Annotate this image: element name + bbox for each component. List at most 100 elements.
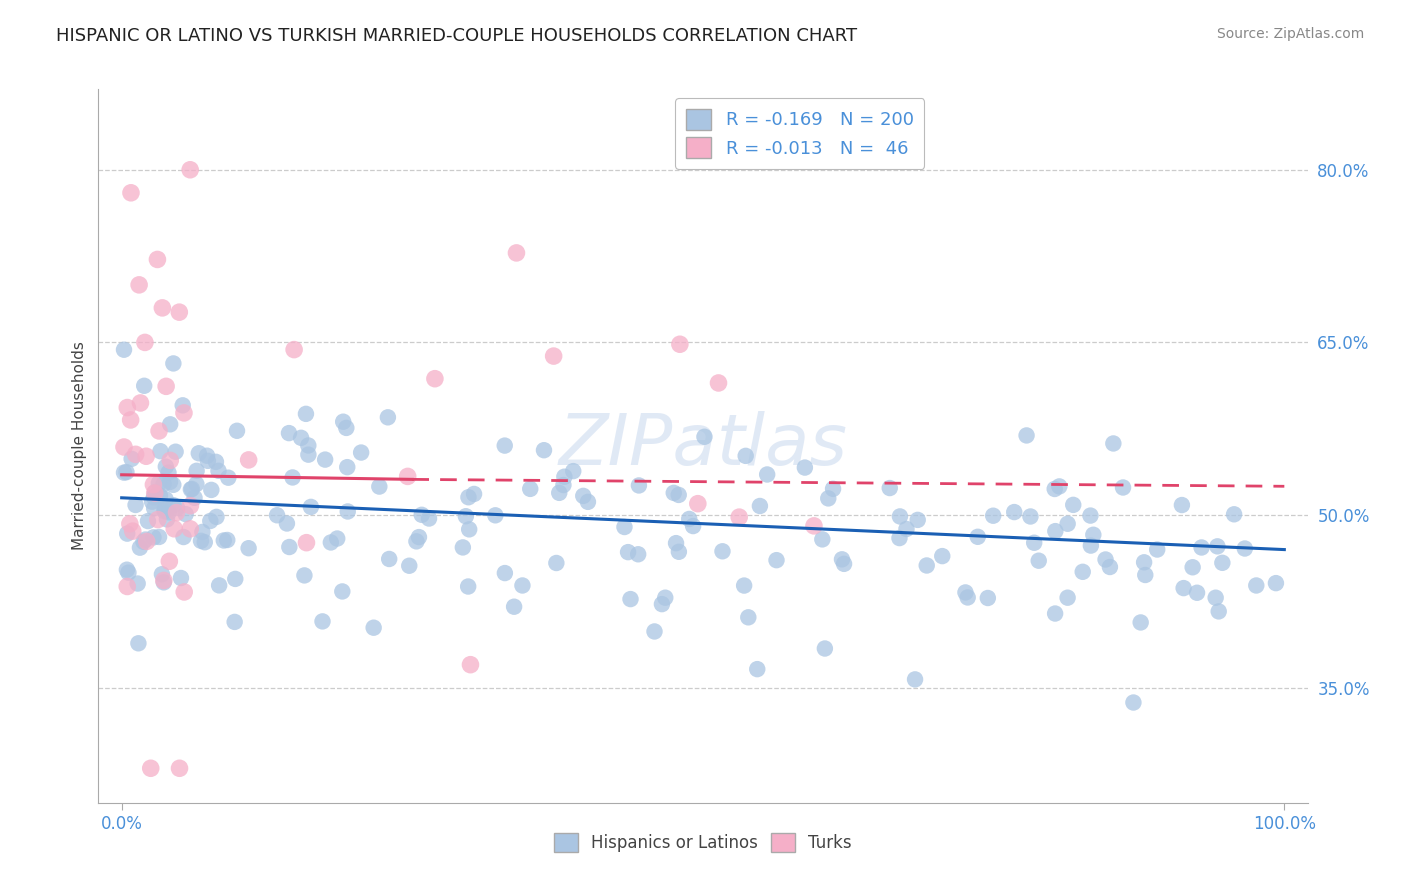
Point xyxy=(148,530,170,544)
Point xyxy=(1002,505,1025,519)
Point xyxy=(200,483,222,497)
Text: ZIPatlas: ZIPatlas xyxy=(558,411,848,481)
Point xyxy=(141,494,163,508)
Point xyxy=(157,554,180,568)
Point xyxy=(200,514,222,528)
Text: HISPANIC OR LATINO VS TURKISH MARRIED-COUPLE HOUSEHOLDS CORRELATION CHART: HISPANIC OR LATINO VS TURKISH MARRIED-CO… xyxy=(56,27,858,45)
Point xyxy=(148,424,170,438)
Point xyxy=(956,591,979,605)
Point xyxy=(238,453,260,467)
Point xyxy=(1056,591,1078,605)
Point xyxy=(134,533,156,547)
Point xyxy=(682,519,704,533)
Point xyxy=(1080,508,1102,523)
Point xyxy=(1181,560,1204,574)
Point xyxy=(121,524,143,538)
Point xyxy=(728,510,751,524)
Point xyxy=(907,513,929,527)
Point xyxy=(1208,604,1230,618)
Point xyxy=(124,447,146,461)
Point xyxy=(1206,540,1229,554)
Point xyxy=(707,376,730,390)
Point xyxy=(115,579,138,593)
Point xyxy=(173,406,195,420)
Point xyxy=(553,469,575,483)
Point xyxy=(180,482,202,496)
Point xyxy=(1171,498,1194,512)
Point xyxy=(132,534,155,549)
Point xyxy=(1223,508,1246,522)
Point xyxy=(378,552,401,566)
Point xyxy=(134,378,156,392)
Point xyxy=(217,533,239,547)
Point xyxy=(224,572,246,586)
Point xyxy=(157,505,180,519)
Point xyxy=(319,535,342,549)
Point xyxy=(879,481,901,495)
Point xyxy=(627,547,650,561)
Point xyxy=(572,489,595,503)
Point xyxy=(533,443,555,458)
Point xyxy=(981,508,1004,523)
Point xyxy=(115,563,138,577)
Point xyxy=(153,574,176,588)
Point xyxy=(904,673,927,687)
Point xyxy=(627,478,650,492)
Point xyxy=(186,464,208,478)
Point xyxy=(734,449,756,463)
Point xyxy=(127,576,149,591)
Point xyxy=(619,592,641,607)
Point xyxy=(363,621,385,635)
Point xyxy=(654,591,676,605)
Point xyxy=(1080,539,1102,553)
Point xyxy=(148,476,170,491)
Point xyxy=(665,536,688,550)
Point xyxy=(748,499,770,513)
Point xyxy=(127,636,149,650)
Point xyxy=(644,624,666,639)
Point xyxy=(368,479,391,493)
Point xyxy=(553,478,575,492)
Point xyxy=(1233,541,1256,556)
Point xyxy=(149,489,172,503)
Point xyxy=(669,337,692,351)
Point xyxy=(205,509,228,524)
Point xyxy=(484,508,506,523)
Point xyxy=(350,445,373,459)
Point xyxy=(1211,556,1233,570)
Point xyxy=(238,541,260,556)
Point xyxy=(112,466,135,480)
Point xyxy=(832,557,855,571)
Point xyxy=(817,491,839,506)
Point xyxy=(266,508,288,523)
Point xyxy=(377,410,399,425)
Point xyxy=(155,379,177,393)
Point xyxy=(297,438,319,452)
Point xyxy=(205,455,228,469)
Point xyxy=(163,522,186,536)
Point xyxy=(150,301,173,315)
Point xyxy=(562,464,585,478)
Point xyxy=(194,535,217,549)
Point xyxy=(1173,581,1195,595)
Point xyxy=(208,578,231,592)
Point xyxy=(118,516,141,531)
Point xyxy=(896,522,918,536)
Point xyxy=(1071,565,1094,579)
Point xyxy=(150,567,173,582)
Point xyxy=(295,407,318,421)
Point xyxy=(179,522,201,536)
Point xyxy=(143,486,166,500)
Point xyxy=(811,533,834,547)
Point xyxy=(129,396,152,410)
Point xyxy=(169,305,191,319)
Point xyxy=(183,491,205,505)
Point xyxy=(548,486,571,500)
Point xyxy=(153,501,176,516)
Point xyxy=(159,475,181,489)
Point xyxy=(299,500,322,514)
Point xyxy=(157,466,180,480)
Point xyxy=(543,349,565,363)
Point xyxy=(115,526,138,541)
Point xyxy=(117,566,139,580)
